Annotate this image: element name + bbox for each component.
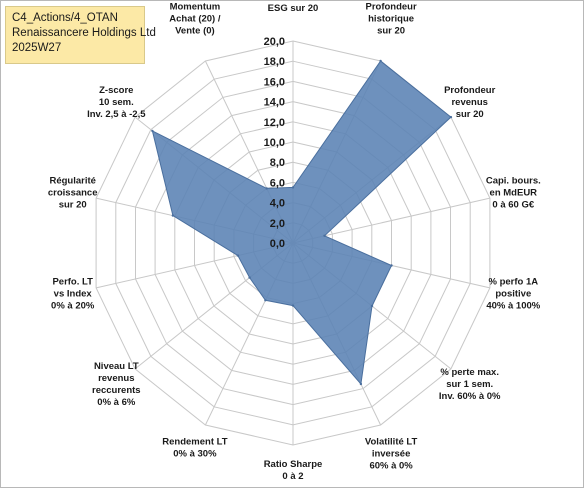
axis-label-line: Momentum	[170, 1, 221, 12]
axis-label-line: Niveau LT	[94, 361, 139, 372]
tick-label: 6,0	[270, 177, 285, 189]
tick-label: 16,0	[264, 76, 285, 88]
axis-label-line: 0 à 2	[282, 471, 303, 482]
axis-label: Profondeur revenus sur 20	[444, 85, 495, 120]
axis-label-line: positive	[495, 288, 531, 299]
axis-label: Profondeur historique sur 20	[365, 1, 416, 36]
axis-label-line: Z-score	[99, 85, 133, 96]
axis-label: % perte max. sur 1 sem. Inv. 60% à 0%	[439, 367, 501, 402]
data-point	[370, 304, 374, 308]
axis-label: Rendement LT 0% à 30%	[162, 437, 227, 460]
axis-label: Perfo. LT vs Index 0% à 20%	[51, 276, 95, 311]
title-line-3: 2025W27	[12, 42, 62, 54]
axis-label-line: Inv. 2,5 à -2,5	[87, 109, 146, 120]
data-point	[171, 214, 175, 217]
axis-label: Régularité croissance sur 20	[48, 176, 98, 211]
tick-label: 10,0	[264, 137, 285, 149]
title-line-2: Renaissancere Holdings Ltd	[12, 27, 156, 39]
axis-label-line: % perte max.	[440, 367, 499, 378]
axis-label-line: sur 20	[456, 109, 484, 120]
axis-label-line: vs Index	[54, 288, 93, 299]
axis-label-line: Inv. 60% à 0%	[439, 391, 501, 402]
data-point	[379, 59, 382, 63]
axis-label-line: 0% à 30%	[173, 449, 217, 460]
axis-label-line: sur 20	[377, 25, 405, 36]
axis-label-line: Note	[282, 1, 303, 2]
axis-label-line: 0% à 6%	[97, 397, 136, 408]
axis-label-line: 60% à 0%	[369, 461, 413, 472]
data-point	[248, 276, 251, 279]
axis-label-line: croissance	[48, 188, 98, 199]
axis-label-line: 10 sem.	[99, 97, 134, 108]
data-point	[264, 299, 267, 302]
axis-label-line: % perfo 1A	[488, 276, 538, 287]
tick-label: 14,0	[264, 97, 285, 109]
axis-label: Niveau LT revenus reccurents 0% à 6%	[92, 361, 141, 408]
axis-label-line: historique	[368, 13, 414, 24]
axis-label-line: Vente (0)	[175, 25, 215, 36]
axis-label-line: Achat (20) /	[169, 13, 221, 24]
axis-label: Ratio Sharpe 0 à 2	[264, 459, 323, 482]
axis-label-line: sur 1 sem.	[446, 379, 493, 390]
tick-label: 20,0	[264, 36, 285, 48]
tick-label: 4,0	[270, 198, 285, 210]
tick-label: 18,0	[264, 56, 285, 68]
axis-label-line: 40% à 100%	[486, 300, 540, 311]
data-point	[449, 115, 453, 119]
axis-label-line: ESG sur 20	[268, 3, 319, 14]
tick-label: 12,0	[264, 117, 285, 129]
axis-label: NoteESG sur 20	[268, 1, 319, 14]
axis-label-line: Capi. bours.	[486, 176, 541, 187]
grid-spoke	[292, 197, 491, 244]
tick-label: 8,0	[270, 157, 285, 169]
axis-label-line: revenus	[98, 373, 134, 384]
tick-label: 2,0	[270, 218, 285, 230]
axis-label: Capi. bours. en MdEUR 0 à 60 G€	[486, 176, 541, 211]
data-point	[323, 234, 326, 237]
data-point	[265, 187, 268, 190]
axis-label: Z-score 10 sem. Inv. 2,5 à -2,5	[87, 85, 146, 120]
data-point	[291, 186, 295, 189]
axis-label-line: 0% à 20%	[51, 300, 95, 311]
data-point	[390, 264, 393, 267]
data-point	[359, 382, 363, 386]
data-point	[291, 304, 295, 307]
tick-label: 0,0	[270, 238, 285, 250]
axis-label-line: Volatilité LT	[365, 437, 418, 448]
axis-label-line: Profondeur	[444, 85, 495, 96]
axis-label-line: sur 20	[59, 200, 87, 211]
title-line-1: C4_Actions/4_OTAN	[12, 12, 118, 24]
axis-label-line: en MdEUR	[490, 188, 538, 199]
axis-label: % perfo 1A positive 40% à 100%	[486, 276, 540, 311]
data-point	[236, 254, 240, 257]
axis-label-line: reccurents	[92, 385, 141, 396]
axis-label-line: Profondeur	[365, 1, 416, 12]
axis-label: Volatilité LT inversée 60% à 0%	[365, 437, 418, 472]
axis-label-line: 0 à 60 G€	[492, 200, 534, 211]
chart-title-box: C4_Actions/4_OTAN Renaissancere Holdings…	[5, 6, 156, 64]
axis-label-line: Perfo. LT	[52, 276, 93, 287]
axis-label-line: revenus	[451, 97, 487, 108]
axis-label-line: Rendement LT	[162, 437, 227, 448]
axis-label-line: inversée	[372, 449, 411, 460]
axis-label-line: Ratio Sharpe	[264, 459, 323, 470]
data-point	[151, 129, 154, 133]
axis-label: Momentum Achat (20) / Vente (0)	[169, 1, 221, 36]
data-series-area	[151, 60, 452, 386]
axis-label-line: Régularité	[49, 176, 95, 187]
